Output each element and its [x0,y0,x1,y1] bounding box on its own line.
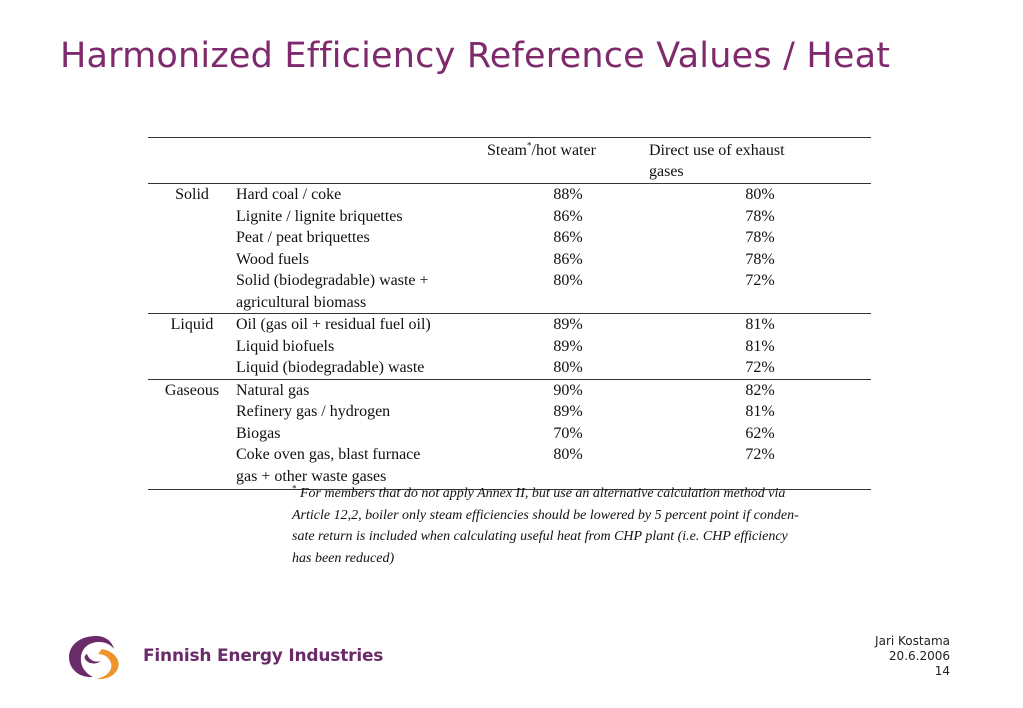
direct-exhaust-value: 78% [745,229,775,246]
fuel-cell: Liquid (biodegradable) waste [236,357,487,379]
fuel-name-line2: agricultural biomass [236,293,367,311]
footer-info: Jari Kostama 20.6.2006 14 [875,634,950,679]
direct-exhaust-value: 81% [745,403,775,420]
footnote: * For members that do not apply Annex II… [292,483,872,569]
table-row: Biogas 70% 62% [148,423,871,445]
table-header-row: Steam*/hot water Direct use of exhaust ga… [148,137,871,184]
category-cell: Gaseous [164,381,220,399]
fuel-cell: Coke oven gas, blast furnace gas + other … [236,444,487,487]
table-row: Lignite / lignite briquettes 86% 78% [148,206,871,228]
table-header: Steam*/hot water Direct use of exhaust ga… [148,137,871,184]
fuel-cell: Oil (gas oil + residual fuel oil) [236,314,487,336]
footer-page-number: 14 [934,664,950,678]
footer-author: Jari Kostama [875,634,950,648]
table-group-liquid: Liquid Oil (gas oil + residual fuel oil) 8… [148,313,871,380]
fuel-cell: Liquid biofuels [236,336,487,358]
table-row: Peat / peat briquettes 86% 78% [148,227,871,249]
fuel-name: Liquid (biodegradable) waste [236,359,425,376]
fuel-cell: Refinery gas / hydrogen [236,401,487,423]
header-direct-exhaust: Direct use of exhaust gases [649,138,871,184]
fuel-name: Peat / peat briquettes [236,229,370,246]
fuel-name-line2: gas + other waste gases [236,467,387,485]
fuel-cell: Hard coal / coke [236,184,487,206]
direct-exhaust-value: 72% [745,272,775,289]
direct-exhaust-value: 81% [745,316,775,333]
table-row: Liquid (biodegradable) waste 80% 72% [148,357,871,379]
direct-exhaust-value: 78% [745,250,775,268]
steam-hot-water-value: 86% [553,250,583,268]
steam-hot-water-value: 88% [553,186,583,203]
category-cell: Liquid [170,316,214,333]
direct-exhaust-value: 80% [745,186,775,203]
steam-hot-water-value: 80% [553,272,583,289]
footer-date: 20.6.2006 [888,649,950,663]
slide-title: Harmonized Efficiency Reference Values /… [60,36,891,76]
fuel-name: Biogas [236,424,281,442]
direct-exhaust-value: 72% [745,446,775,463]
fuel-name: Solid (biodegradable) waste + [236,272,429,289]
steam-hot-water-value: 70% [553,424,583,442]
table-row: Gaseous Natural gas 90% 82% [148,379,871,401]
direct-exhaust-value: 82% [745,381,775,399]
fuel-name: Lignite / lignite briquettes [236,207,403,225]
header-hot-water-label: /hot water [531,142,596,159]
direct-exhaust-value: 81% [745,337,775,355]
footnote-line: has been reduced) [292,550,395,566]
table-row: Coke oven gas, blast furnace gas + other … [148,444,871,487]
direct-exhaust-value: 78% [745,207,775,225]
table-row: Liquid biofuels 89% 81% [148,336,871,358]
logo-mark-icon [69,636,119,680]
efficiency-table-wrapper: Steam*/hot water Direct use of exhaust ga… [148,137,871,490]
fuel-cell: Natural gas [236,379,487,401]
table-row: Liquid Oil (gas oil + residual fuel oil) 8… [148,314,871,336]
fuel-name: Refinery gas / hydrogen [236,403,391,420]
footnote-line: Article 12,2, boiler only steam efficien… [292,507,799,523]
fuel-cell: Biogas [236,423,487,445]
table-row: Solid (biodegradable) waste + agricultura… [148,270,871,314]
steam-hot-water-value: 90% [553,381,583,399]
steam-hot-water-value: 89% [553,403,583,420]
steam-hot-water-value: 89% [553,316,583,333]
company-logo: Finnish Energy Industries [66,630,383,682]
header-direct-line1: Direct use of exhaust [649,142,785,159]
footnote-line: sate return is included when calculating… [292,529,788,544]
fuel-name: Wood fuels [236,250,309,268]
header-steam-footnote-marker: * [527,140,532,151]
fuel-name: Liquid biofuels [236,337,335,355]
fuel-name: Coke oven gas, blast furnace [236,446,421,463]
footnote-marker: * [292,483,297,494]
table-row: Refinery gas / hydrogen 89% 81% [148,401,871,423]
fuel-name: Hard coal / coke [236,186,342,203]
header-direct-line2: gases [649,163,684,180]
table-bottom-rule [148,489,871,490]
efficiency-table: Steam*/hot water Direct use of exhaust ga… [148,137,871,487]
fuel-name: Natural gas [236,381,310,399]
steam-hot-water-value: 80% [553,446,583,463]
fuel-cell: Peat / peat briquettes [236,227,487,249]
logo-text: Finnish Energy Industries [143,646,384,666]
header-steam-hot-water: Steam*/hot water [487,138,649,184]
steam-hot-water-value: 86% [553,207,583,225]
table-group-solid: Solid Hard coal / coke 88% 80% Lignite / lig… [148,183,871,314]
footnote-line: For members that do not apply Annex II, … [300,486,786,501]
direct-exhaust-value: 62% [745,424,775,442]
fuel-name: Oil (gas oil + residual fuel oil) [236,316,431,333]
steam-hot-water-value: 80% [553,359,583,376]
direct-exhaust-value: 72% [745,359,775,376]
header-category [148,138,236,184]
table-row: Solid Hard coal / coke 88% 80% [148,184,871,206]
fuel-cell: Lignite / lignite briquettes [236,206,487,228]
steam-hot-water-value: 89% [553,337,583,355]
steam-hot-water-value: 86% [553,229,583,246]
fuel-cell: Solid (biodegradable) waste + agricultura… [236,270,487,314]
header-fuel [236,138,487,184]
table-row: Wood fuels 86% 78% [148,249,871,271]
category-cell: Solid [175,186,209,203]
header-steam-label: Steam [487,142,527,159]
table-group-gaseous: Gaseous Natural gas 90% 82% Refinery gas / h… [148,379,871,487]
fuel-cell: Wood fuels [236,249,487,271]
